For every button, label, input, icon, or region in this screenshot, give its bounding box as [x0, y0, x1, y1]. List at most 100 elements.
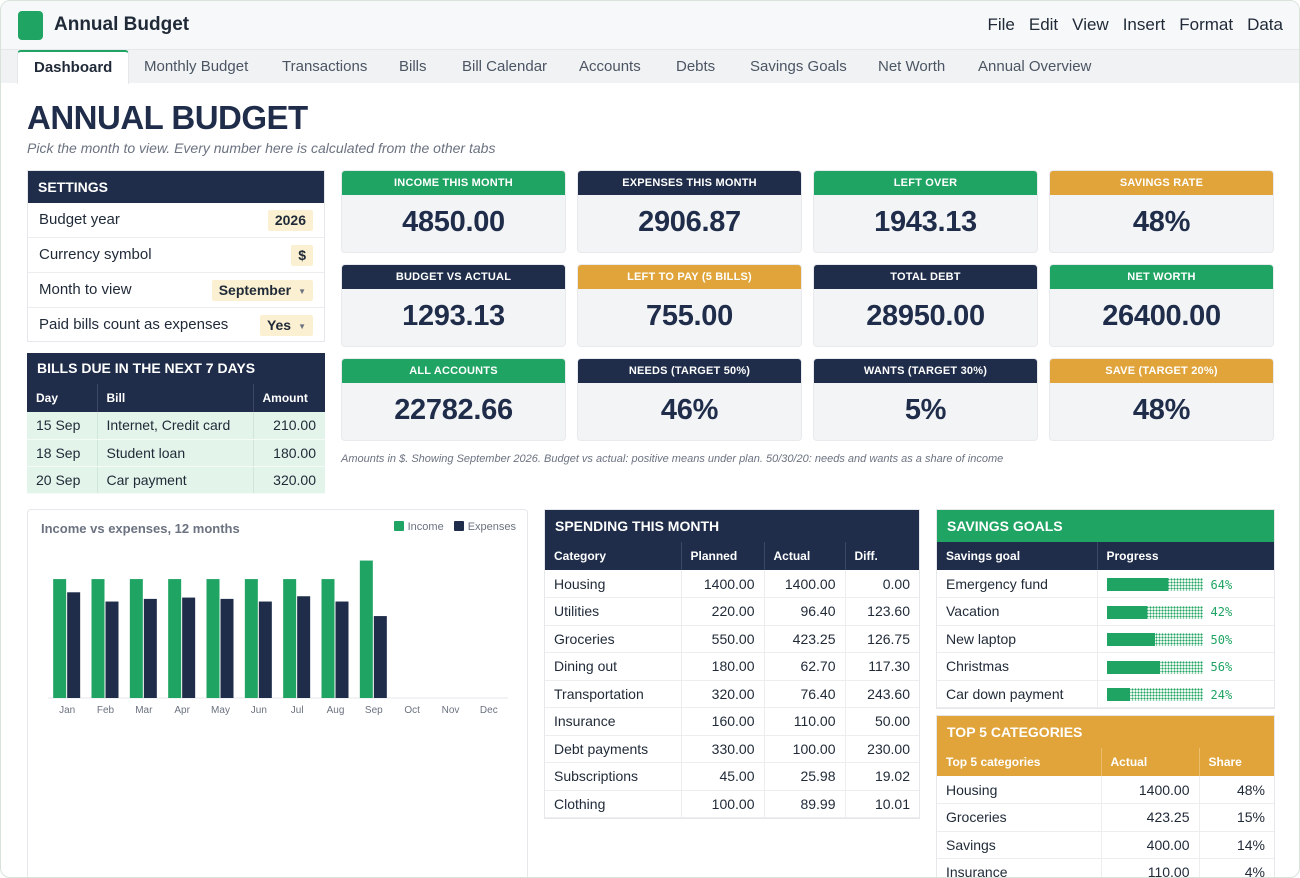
menu-format[interactable]: Format [1179, 15, 1234, 34]
tab-net-worth[interactable]: Net Worth [878, 58, 946, 75]
table-row[interactable]: Insurance 110.00 4% [937, 858, 1274, 877]
table-row[interactable]: Emergency fund 64% [937, 570, 1274, 598]
tab-transactions[interactable]: Transactions [282, 58, 368, 75]
column-header: Share [1198, 748, 1274, 776]
cell: 20 Sep [27, 466, 97, 494]
kpi-value: 46% [660, 394, 719, 426]
menu-insert[interactable]: Insert [1122, 15, 1166, 34]
column-header: Actual [1100, 748, 1199, 776]
spending-panel: SPENDING THIS MONTH Category Planned Act… [544, 509, 920, 819]
bar-expenses-apr [182, 597, 196, 698]
column-header: Actual [763, 542, 845, 570]
kpi-value: 48% [1132, 206, 1191, 238]
cell: 126.75 [844, 625, 919, 653]
table-row[interactable]: Groceries 423.25 15% [937, 803, 1274, 832]
cell: Groceries [545, 625, 681, 653]
cell: Dining out [545, 652, 681, 681]
kpi-wants-card: WANTS (TARGET 30%) 5% [813, 358, 1038, 441]
kpi-label: WANTS (TARGET 30%) [814, 359, 1037, 383]
cell: 110.00 [763, 707, 845, 736]
setting-budget-year: Budget year 2026 [28, 203, 324, 238]
menu-data[interactable]: Data [1247, 15, 1283, 34]
goal-name: New laptop [937, 625, 1097, 653]
goal-progress: 50% [1096, 625, 1274, 653]
progress-percent: 50% [1210, 632, 1233, 647]
table-row[interactable]: Insurance 160.00 110.00 50.00 [545, 707, 919, 736]
cell: Car payment [96, 466, 253, 494]
budget-year-field[interactable]: 2026 [267, 210, 313, 231]
bar-expenses-feb [105, 601, 119, 698]
table-row[interactable]: Dining out 180.00 62.70 117.30 [545, 652, 919, 681]
cell: 230.00 [844, 735, 919, 763]
table-row[interactable]: 18 Sep Student loan 180.00 [27, 439, 325, 467]
menu-edit[interactable]: Edit [1028, 15, 1059, 34]
table-row[interactable]: Debt payments 330.00 100.00 230.00 [545, 735, 919, 763]
table-row[interactable]: Transportation 320.00 76.40 243.60 [545, 680, 919, 708]
cell: 76.40 [763, 680, 845, 708]
table-row[interactable]: Vacation 42% [937, 597, 1274, 626]
tab-annual-overview[interactable]: Annual Overview [978, 58, 1092, 75]
kpi-value: 1943.13 [874, 206, 977, 238]
column-header: Amount [252, 384, 325, 412]
table-header: Category Planned Actual Diff. [545, 542, 919, 570]
month-dropdown[interactable]: September ▼ [211, 280, 313, 301]
table-row[interactable]: Housing 1400.00 48% [937, 776, 1274, 804]
kpi-label: INCOME THIS MONTH [342, 171, 565, 195]
table-row[interactable]: Christmas 56% [937, 652, 1274, 681]
spending-title: SPENDING THIS MONTH [545, 510, 919, 542]
cell: Student loan [96, 439, 253, 467]
cell: 123.60 [844, 597, 919, 626]
table-row[interactable]: New laptop 50% [937, 625, 1274, 653]
column-header: Top 5 categories [946, 755, 1041, 769]
cell: 4% [1198, 858, 1274, 877]
savings-goals-panel: SAVINGS GOALS Savings goal Progress Emer… [936, 509, 1275, 709]
tab-dashboard[interactable]: Dashboard [17, 50, 130, 84]
chart-plot: Jan Feb Mar Apr May Jun Jul Aug Sep Oct Nov Dec [48, 560, 508, 716]
column-header: Savings goal [946, 549, 1021, 563]
table-row[interactable]: Housing 1400.00 1400.00 0.00 [545, 570, 919, 598]
tab-bill-calendar[interactable]: Bill Calendar [462, 58, 548, 75]
progress-fill [1106, 578, 1168, 592]
cell: Groceries [937, 803, 1101, 832]
tab-accounts[interactable]: Accounts [579, 58, 641, 75]
tab-savings-goals[interactable]: Savings Goals [750, 58, 847, 75]
legend-label: Expenses [467, 521, 516, 533]
table-row[interactable]: 20 Sep Car payment 320.00 [27, 466, 325, 494]
setting-label: Paid bills count as expenses [39, 316, 229, 333]
progress-bar [1106, 660, 1203, 674]
table-row[interactable]: Savings 400.00 14% [937, 831, 1274, 859]
bar-expenses-may [220, 598, 234, 698]
tab-monthly-budget[interactable]: Monthly Budget [144, 58, 249, 75]
kpi-income-card: INCOME THIS MONTH 4850.00 [341, 170, 566, 253]
tab-bills[interactable]: Bills [399, 58, 427, 75]
table-row[interactable]: Groceries 550.00 423.25 126.75 [545, 625, 919, 653]
table-row[interactable]: Car down payment 24% [937, 680, 1274, 708]
top-categories-title: TOP 5 CATEGORIES [937, 716, 1274, 748]
x-tick-label: Mar [135, 705, 153, 716]
menu-bar: File Edit View Insert Format Data [987, 15, 1283, 35]
table-row[interactable]: 15 Sep Internet, Credit card 210.00 [27, 412, 325, 440]
menu-view[interactable]: View [1072, 15, 1109, 34]
cell: Clothing [545, 790, 681, 818]
cell: 1400.00 [1100, 776, 1199, 804]
table-row[interactable]: Clothing 100.00 89.99 10.01 [545, 790, 919, 818]
table-row[interactable]: Subscriptions 45.00 25.98 19.02 [545, 762, 919, 791]
paid-bills-dropdown[interactable]: Yes ▼ [259, 315, 313, 336]
savings-goals-table: Savings goal Progress Emergency fund 64% V… [937, 542, 1274, 708]
cell: 10.01 [844, 790, 919, 818]
tab-debts[interactable]: Debts [676, 58, 716, 75]
cell: Subscriptions [545, 762, 681, 791]
menu-file[interactable]: File [987, 15, 1015, 34]
table-row[interactable]: Utilities 220.00 96.40 123.60 [545, 597, 919, 626]
kpi-net-worth-card: NET WORTH 26400.00 [1049, 264, 1274, 347]
bar-expenses-jul [297, 596, 311, 698]
kpi-left-to-pay-card: LEFT TO PAY (5 BILLS) 755.00 [577, 264, 802, 347]
cell: Savings [937, 831, 1101, 859]
cell: 89.99 [763, 790, 845, 818]
setting-label: Month to view [39, 281, 132, 298]
kpi-all-accounts-card: ALL ACCOUNTS 22782.66 [341, 358, 566, 441]
x-tick-label: Nov [442, 705, 460, 716]
kpi-savings-rate-card: SAVINGS RATE 48% [1049, 170, 1274, 253]
column-header: Day [36, 391, 59, 405]
currency-field[interactable]: $ [291, 245, 313, 266]
